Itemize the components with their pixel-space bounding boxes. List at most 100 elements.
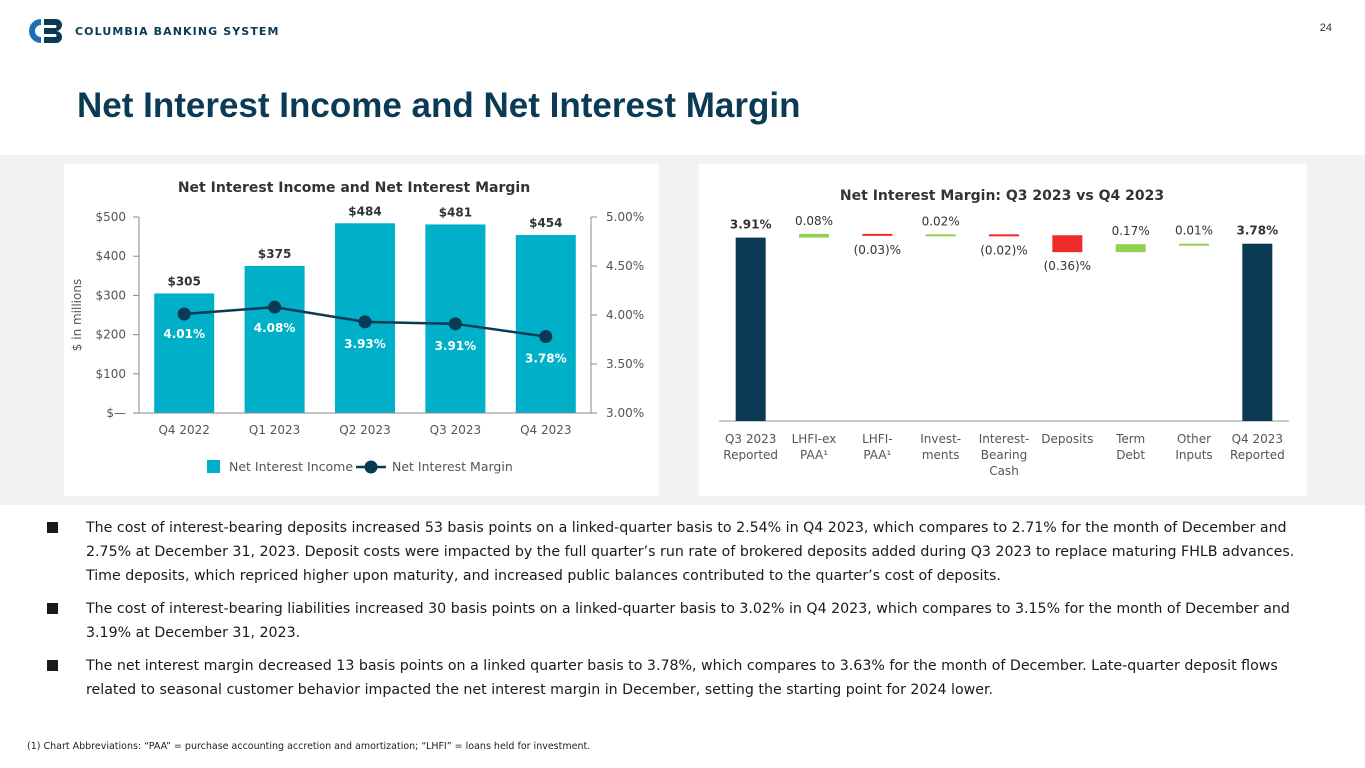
commentary-bullets: The cost of interest-bearing deposits in… <box>47 516 1327 711</box>
y-tick-label-left: $— <box>106 406 126 420</box>
chart-title: Net Interest Income and Net Interest Mar… <box>178 180 530 196</box>
y-tick-label-right: 3.50% <box>606 357 644 371</box>
x-tick-label: Q4 2023 Reported <box>1230 432 1285 462</box>
nii-nim-chart: Net Interest Income and Net Interest Mar… <box>70 180 644 474</box>
x-tick-label-line: Deposits <box>1041 432 1093 446</box>
x-tick-label-line: Reported <box>723 448 778 462</box>
legend-marker-nim <box>364 460 378 474</box>
x-tick-label-line: Invest- <box>920 432 961 446</box>
chart-title: Net Interest Margin: Q3 2023 vs Q4 2023 <box>840 188 1164 204</box>
page-title: Net Interest Income and Net Interest Mar… <box>77 86 801 125</box>
bullet-text: The cost of interest-bearing liabilities… <box>86 601 1290 641</box>
nii-bar-label: $484 <box>348 204 381 218</box>
x-tick-label-line: Interest- <box>979 432 1030 446</box>
x-tick-label: Invest-ments <box>920 432 961 462</box>
x-tick-label: Q2 2023 <box>339 423 390 437</box>
x-tick-label-line: ments <box>922 448 960 462</box>
waterfall-bar <box>989 234 1019 237</box>
nim-point <box>539 330 553 344</box>
y-tick-label-right: 5.00% <box>606 210 644 224</box>
nim-point <box>358 315 372 329</box>
page-number: 24 <box>1319 22 1332 34</box>
waterfall-value-label: 3.91% <box>730 218 772 232</box>
x-tick-label: Q3 2023 Reported <box>723 432 778 462</box>
x-tick-label: Q1 2023 <box>249 423 300 437</box>
columbia-logo-icon <box>29 19 62 43</box>
waterfall-value-label: 0.08% <box>795 214 833 228</box>
x-tick-label-line: Reported <box>1230 448 1285 462</box>
nim-point <box>177 307 191 321</box>
waterfall-bar <box>862 233 893 236</box>
square-bullet-icon <box>47 660 58 671</box>
waterfall-bar <box>1179 243 1209 246</box>
nii-bar-label: $481 <box>439 205 472 219</box>
slide-header: COLUMBIA BANKING SYSTEM 24 Net Interest … <box>0 0 1365 155</box>
brand-name: COLUMBIA BANKING SYSTEM <box>75 24 280 38</box>
x-tick-label: Deposits <box>1041 432 1093 446</box>
square-bullet-icon <box>47 522 58 533</box>
x-tick-label-line: Q4 2023 <box>1232 432 1283 446</box>
nim-point <box>268 300 282 314</box>
nii-bar <box>515 235 576 413</box>
x-tick-label-line: LHFI-ex <box>792 432 837 446</box>
waterfall-bar <box>735 237 766 421</box>
x-tick-label-line: Cash <box>989 464 1019 478</box>
waterfall-bar <box>925 234 956 237</box>
footnote: (1) Chart Abbreviations: “PAA” = purchas… <box>27 741 591 752</box>
waterfall-bar <box>1052 235 1083 253</box>
x-tick-label-line: Term <box>1115 432 1145 446</box>
square-bullet-icon <box>47 603 58 614</box>
waterfall-value-label: 0.02% <box>922 214 960 228</box>
waterfall-bar <box>1115 244 1146 253</box>
waterfall-value-label: 3.78% <box>1237 224 1279 238</box>
x-tick-label-line: Bearing <box>981 448 1027 462</box>
x-tick-label-line: LHFI- <box>862 432 892 446</box>
company-logo: COLUMBIA BANKING SYSTEM <box>25 16 280 46</box>
x-tick-label: Term Debt <box>1115 432 1145 462</box>
waterfall-value-label: (0.03)% <box>854 243 901 257</box>
y-tick-label-right: 3.00% <box>606 406 644 420</box>
x-tick-label-line: PAA¹ <box>800 448 828 462</box>
nim-point-label: 4.08% <box>254 321 296 335</box>
x-tick-label-line: Other <box>1177 432 1211 446</box>
waterfall-bar <box>799 233 829 238</box>
bullet-text: The cost of interest-bearing deposits in… <box>86 520 1295 584</box>
x-tick-label: Interest- Bearing Cash <box>979 432 1030 478</box>
nim-point-label: 3.93% <box>344 337 386 351</box>
x-tick-label: Q4 2023 <box>520 423 571 437</box>
x-tick-label-line: PAA¹ <box>863 448 891 462</box>
x-tick-label: LHFI-ex PAA¹ <box>792 432 837 462</box>
y-tick-label-left: $100 <box>95 367 126 381</box>
nii-bar-label: $375 <box>258 247 291 261</box>
legend-label-nii: Net Interest Income <box>229 459 353 474</box>
nim-waterfall-chart: Net Interest Margin: Q3 2023 vs Q4 2023 3… <box>719 188 1289 478</box>
waterfall-value-label: 0.17% <box>1112 224 1150 238</box>
y-tick-label-left: $200 <box>95 328 126 342</box>
x-tick-label-line: Inputs <box>1175 448 1212 462</box>
x-tick-label-line: Q3 2023 <box>725 432 776 446</box>
waterfall-bar <box>1242 243 1273 421</box>
nim-point <box>448 317 462 331</box>
y-tick-label-right: 4.50% <box>606 259 644 273</box>
x-tick-label: Q4 2022 <box>158 423 209 437</box>
waterfall-value-label: (0.36)% <box>1044 259 1091 273</box>
y-tick-label-left: $400 <box>95 249 126 263</box>
y-axis-label: $ in millions <box>70 279 84 351</box>
legend-label-nim: Net Interest Margin <box>392 459 513 474</box>
legend-swatch-nii <box>207 460 220 473</box>
y-tick-label-left: $300 <box>95 288 126 302</box>
nim-point-label: 4.01% <box>163 327 205 341</box>
nim-waterfall-panel: Net Interest Margin: Q3 2023 vs Q4 2023 3… <box>699 164 1307 496</box>
bullet-item: The cost of interest-bearing liabilities… <box>47 597 1327 645</box>
nim-point-label: 3.91% <box>435 339 477 353</box>
nii-bar-label: $305 <box>167 274 200 288</box>
nii-chart-panel: Net Interest Income and Net Interest Mar… <box>64 164 659 496</box>
bullet-item: The cost of interest-bearing deposits in… <box>47 516 1327 588</box>
waterfall-value-label: 0.01% <box>1175 224 1213 238</box>
x-tick-label-line: Debt <box>1116 448 1145 462</box>
nii-bar-label: $454 <box>529 216 562 230</box>
x-tick-label: Other Inputs <box>1175 432 1212 462</box>
y-tick-label-right: 4.00% <box>606 308 644 322</box>
x-tick-label: LHFI- PAA¹ <box>862 432 892 462</box>
x-tick-label: Q3 2023 <box>430 423 481 437</box>
